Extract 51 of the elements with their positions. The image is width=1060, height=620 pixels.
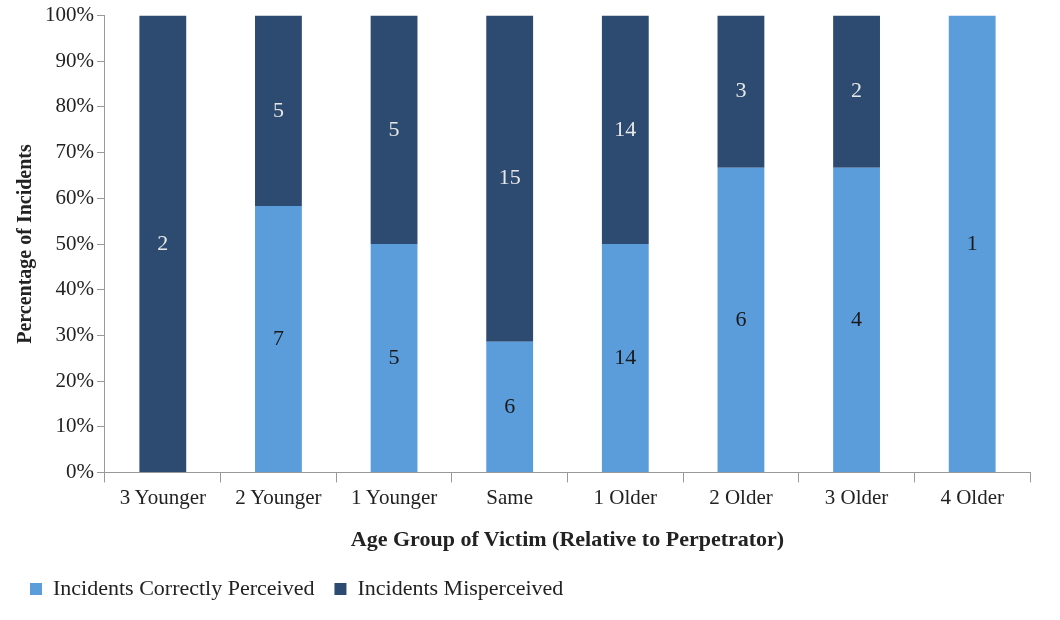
- annotation: 2: [851, 77, 863, 103]
- y-tick-label: 80%: [55, 93, 94, 118]
- legend-label: Incidents Misperceived: [357, 574, 564, 600]
- legend-label: Incidents Correctly Perceived: [53, 574, 315, 600]
- annotation: 4: [851, 305, 863, 331]
- annotation: 2: [157, 229, 169, 255]
- bar: [370, 244, 418, 472]
- y-tick-label: 0%: [65, 458, 94, 483]
- annotation: 1: [966, 229, 978, 255]
- annotation: 15: [498, 164, 521, 190]
- y-tick-label: 60%: [55, 184, 94, 209]
- bar: [601, 15, 649, 244]
- bar: [717, 167, 765, 472]
- annotation: 5: [388, 343, 400, 369]
- y-axis-title: Percentage of Incidents: [13, 143, 37, 344]
- annotation: 5: [272, 96, 284, 122]
- y-tick-label: 100%: [44, 2, 94, 27]
- x-tick-label: Same: [486, 484, 534, 509]
- x-tick-label: 3 Older: [824, 484, 889, 509]
- bar: [139, 15, 187, 472]
- bar: [370, 15, 418, 244]
- y-tick-label: 30%: [55, 321, 94, 346]
- x-tick-label: 2 Older: [709, 484, 773, 509]
- annotation: 14: [614, 343, 637, 369]
- bar: [948, 15, 996, 472]
- x-tick-label: 1 Older: [593, 484, 658, 509]
- annotation: 3: [735, 77, 747, 103]
- y-tick-label: 70%: [55, 139, 94, 164]
- x-tick-label: 4 Older: [940, 484, 1004, 509]
- annotation: 5: [388, 115, 400, 141]
- bar: [486, 15, 534, 342]
- x-tick-label: 2 Younger: [235, 484, 322, 509]
- bar: [601, 244, 649, 472]
- annotation: 14: [614, 115, 637, 141]
- annotation: 7: [272, 324, 284, 350]
- bar: [486, 341, 534, 472]
- bar: [833, 15, 880, 168]
- y-tick-label: 20%: [55, 367, 94, 392]
- bar: [833, 167, 880, 472]
- bar: [255, 15, 302, 207]
- y-tick-label: 40%: [55, 276, 94, 301]
- y-tick-label: 50%: [55, 230, 94, 255]
- y-tick-label: 90%: [55, 47, 94, 72]
- bar: [255, 206, 302, 472]
- x-tick-label: 1 Younger: [350, 484, 438, 509]
- y-tick-label: 10%: [55, 413, 94, 438]
- annotation: 6: [735, 305, 747, 331]
- bar: [717, 15, 765, 168]
- x-axis-title: Age Group of Victim (Relative to Perpetrator): [350, 526, 785, 552]
- x-tick-label: 3 Younger: [119, 484, 206, 509]
- annotation: 6: [504, 392, 516, 418]
